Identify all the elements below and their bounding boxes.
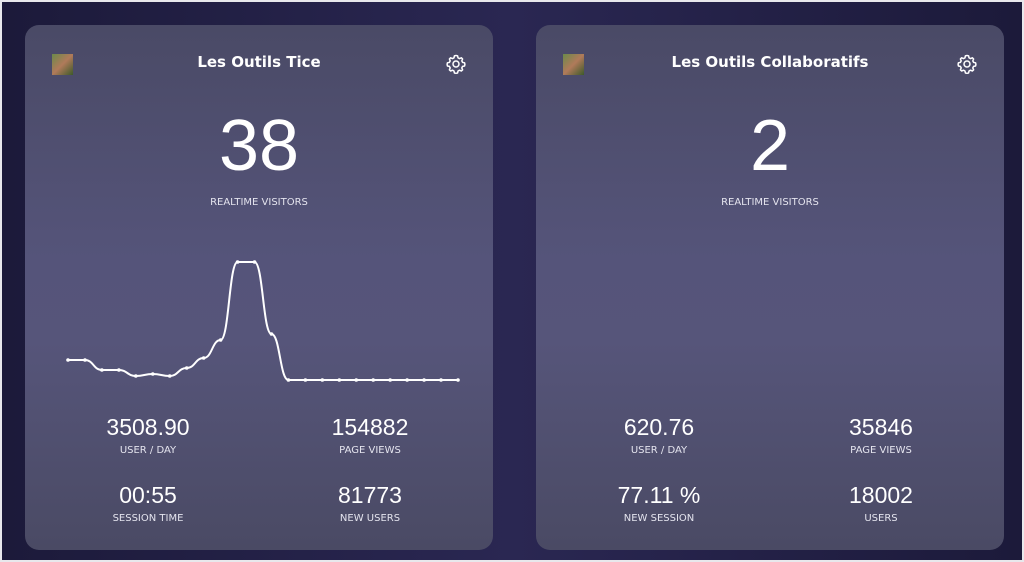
avatar[interactable]	[52, 54, 73, 75]
realtime-count: 38	[218, 106, 300, 186]
sparkline-point	[354, 378, 359, 382]
sparkline-point	[371, 378, 376, 382]
realtime-label: REALTIME VISITORS	[721, 197, 819, 208]
stat-value: 620.76	[623, 414, 695, 440]
stat-value: 18002	[849, 482, 913, 508]
settings-button[interactable]	[445, 53, 467, 75]
stat-label: SESSION TIME	[112, 513, 184, 524]
stat-label: USER / DAY	[119, 445, 177, 456]
realtime-count: 2	[749, 106, 791, 186]
sparkline-point	[201, 356, 206, 360]
sparkline-line	[67, 261, 458, 381]
sparkline-point	[405, 378, 409, 382]
widget-title: Les Outils Tice	[197, 53, 321, 71]
sparkline-point	[439, 378, 443, 382]
sparkline-point	[167, 374, 172, 378]
sparkline-point	[252, 260, 257, 264]
sparkline-point	[218, 338, 223, 342]
sparkline-point	[134, 374, 138, 378]
sparkline-point	[422, 378, 426, 382]
sparkline-point	[320, 378, 325, 382]
sparkline-point	[100, 368, 104, 372]
stat-value: 77.11 %	[617, 482, 701, 508]
stat-value: 00:55	[119, 482, 177, 508]
sparkline-point	[286, 378, 291, 382]
stat-label: PAGE VIEWS	[339, 445, 401, 456]
sparkline-point	[66, 358, 70, 362]
widget-title: Les Outils Collaboratifs	[671, 53, 869, 71]
sparkline-point	[388, 378, 392, 382]
sparkline-point	[456, 378, 460, 382]
stat-label: PAGE VIEWS	[850, 445, 912, 456]
stat-label: USER / DAY	[630, 445, 688, 456]
sparkline-point	[117, 368, 121, 372]
sparkline-point	[83, 358, 87, 362]
widget-card: Les Outils Collaboratifs 2 REALTIME VISITO…	[536, 25, 1004, 550]
stat-label: NEW SESSION	[623, 513, 695, 524]
widget-card: Les Outils Tice 38 REALTIME VISITORS 3508.9…	[25, 25, 493, 550]
sparkline-point	[184, 366, 189, 370]
stat-label: NEW USERS	[339, 513, 401, 524]
settings-button[interactable]	[956, 53, 978, 75]
sparkline-point	[337, 378, 342, 382]
sparkline-point	[303, 378, 308, 382]
sparkline-point	[150, 372, 155, 376]
realtime-label: REALTIME VISITORS	[210, 197, 308, 208]
avatar[interactable]	[563, 54, 584, 75]
stat-value: 3508.90	[106, 414, 190, 440]
stat-value: 81773	[338, 482, 402, 508]
sparkline	[66, 260, 460, 382]
stat-value: 35846	[849, 414, 913, 440]
sparkline-point	[269, 332, 274, 336]
sparkline-point	[235, 260, 240, 264]
stat-label: USERS	[864, 513, 898, 524]
stat-value: 154882	[331, 414, 409, 440]
